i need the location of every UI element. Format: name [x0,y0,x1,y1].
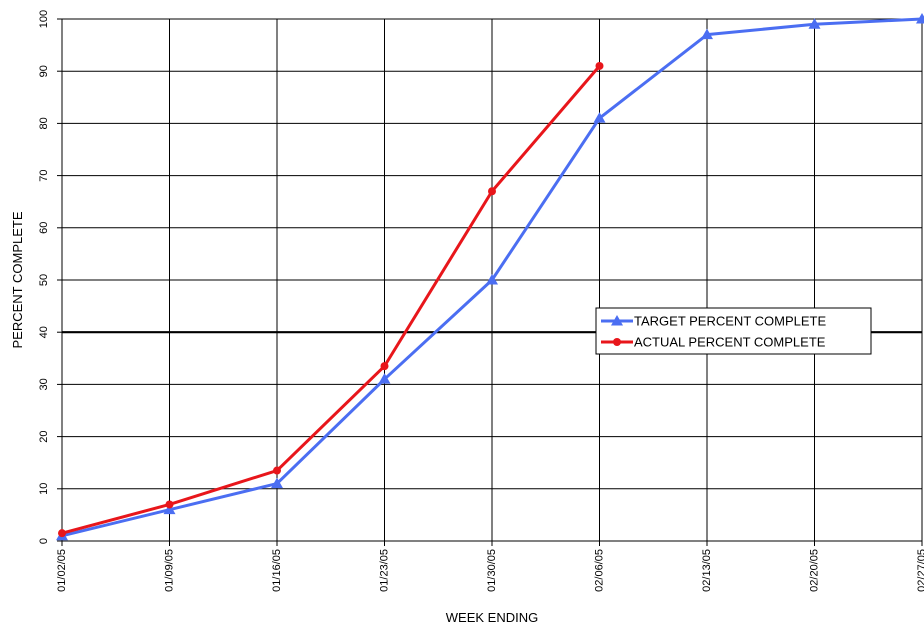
legend-label: ACTUAL PERCENT COMPLETE [634,335,826,350]
legend: TARGET PERCENT COMPLETE ACTUAL PERCENT CO… [595,307,872,355]
data-point [165,500,174,509]
y-tick-label: 40 [38,326,50,338]
x-tick-label: 01/02/05 [56,549,68,592]
y-tick-label: 20 [38,430,50,442]
data-point [701,28,713,40]
x-tick-label: 01/09/05 [164,549,176,592]
data-point [163,503,176,515]
y-tick-label: 0 [38,538,50,544]
y-tick-label: 50 [38,274,50,286]
series-line [61,65,601,535]
x-tick-label: 02/20/05 [809,549,821,592]
data-point [595,61,604,70]
y-tick-label: 70 [38,169,50,181]
y-tick-label: 10 [38,483,50,495]
series-1 [56,13,924,541]
data-point [593,112,606,123]
y-tick-label: 100 [38,10,50,28]
x-axis-title: WEEK ENDING [446,610,538,625]
data-point [378,373,391,384]
series-2 [58,61,604,538]
data-point [271,477,283,489]
data-point [486,274,498,285]
data-point [58,529,66,538]
x-tick-label: 01/23/05 [379,549,391,592]
data-point [488,187,496,196]
y-axis-title: PERCENT COMPLETE [10,211,25,348]
legend-marker [613,338,621,346]
x-tick-label: 01/16/05 [271,549,283,592]
data-point [916,13,924,24]
y-tick-label: 60 [38,222,50,234]
x-axis-ticks: 01/02/05 01/09/05 01/16/05 01/23/05 01/30/05… [56,549,924,592]
legend-box [595,307,872,355]
data-point [380,362,389,371]
x-tick-label: 01/30/05 [486,549,498,592]
data-point [808,18,821,29]
x-tick-label: 02/06/05 [594,549,606,592]
plot-border [61,18,923,542]
legend-marker [611,315,623,326]
x-tick-label: 02/13/05 [701,549,713,592]
data-point [273,466,281,475]
x-tick-label: 02/27/05 [916,549,924,592]
y-tick-label: 80 [38,117,50,129]
series-group [56,13,924,541]
legend-label: TARGET PERCENT COMPLETE [634,314,826,329]
y-axis-ticks: 0 10 20 30 40 50 60 70 80 90 100 [38,10,50,544]
y-tick-label: 30 [38,378,50,390]
y-tick-label: 90 [38,65,50,77]
